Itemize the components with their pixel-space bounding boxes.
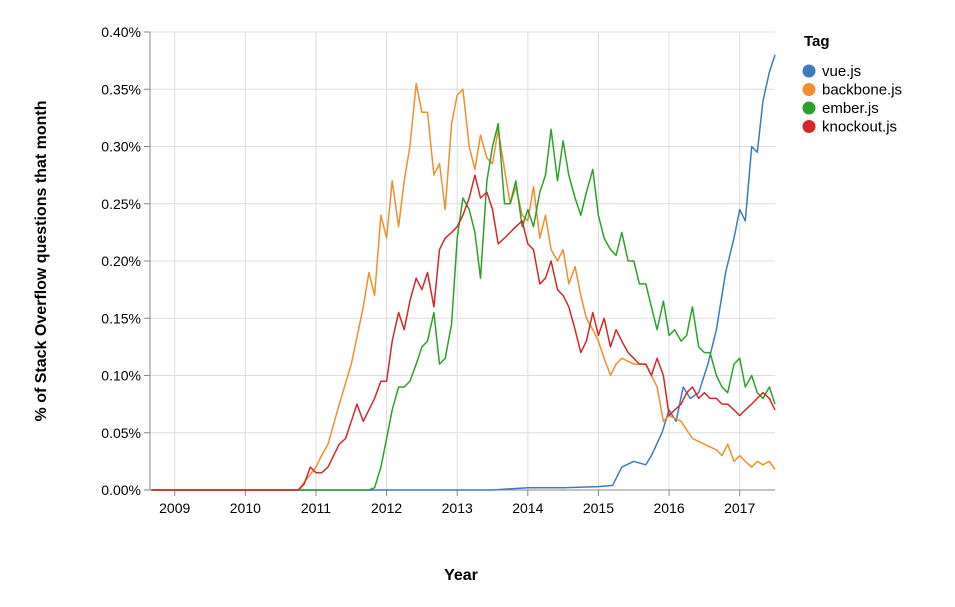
- x-tick-label: 2012: [371, 500, 402, 516]
- legend-label-backbone-js: backbone.js: [822, 82, 902, 99]
- series-line-ember-js: [151, 122, 776, 491]
- y-tick-label: 0.35%: [101, 81, 141, 97]
- legend-swatch-vue-js: [802, 64, 816, 78]
- legend-label-knockout-js: knockout.js: [822, 119, 897, 136]
- legend-title: Tag: [804, 33, 830, 50]
- series-line-vue-js: [151, 54, 776, 491]
- legend-label-vue-js: vue.js: [822, 63, 861, 80]
- x-tick-label: 2014: [512, 500, 543, 516]
- y-tick-label: 0.10%: [101, 368, 141, 384]
- y-tick-label: 0.15%: [101, 310, 141, 326]
- legend-swatch-knockout-js: [802, 120, 816, 133]
- y-tick-label: 0.00%: [101, 482, 141, 498]
- y-tick-label: 0.20%: [101, 253, 141, 269]
- series-line-knockout-js: [151, 174, 776, 491]
- y-tick-label: 0.30%: [101, 139, 141, 155]
- x-tick-label: 2013: [442, 500, 473, 516]
- grid: [150, 31, 775, 491]
- x-tick-label: 2016: [653, 500, 684, 516]
- x-tick-label: 2011: [301, 500, 331, 516]
- legend-label-ember-js: ember.js: [822, 100, 879, 117]
- series-group: [151, 54, 776, 491]
- x-tick-label: 2010: [230, 500, 261, 516]
- y-tick-label: 0.05%: [101, 425, 141, 441]
- y-tick-label: 0.40%: [101, 24, 141, 40]
- legend-swatch-ember-js: [802, 101, 816, 115]
- x-tick-label: 2015: [583, 500, 614, 516]
- x-axis-title: Year: [444, 567, 478, 584]
- legend-swatch-backbone-js: [802, 83, 816, 96]
- x-tick-label: 2009: [159, 500, 190, 516]
- y-axis-title: % of Stack Overflow questions that month: [33, 101, 50, 422]
- y-tick-label: 0.25%: [101, 196, 141, 212]
- x-tick-label: 2017: [724, 500, 755, 516]
